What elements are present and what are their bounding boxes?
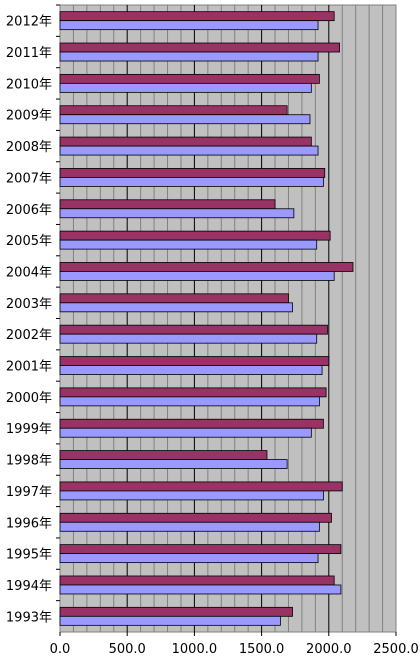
bar-series-2 bbox=[59, 302, 293, 313]
bar-series-2 bbox=[59, 82, 312, 93]
bar-series-2 bbox=[59, 365, 323, 375]
category-label: 1996年 bbox=[6, 516, 52, 531]
category-label: 2005年 bbox=[6, 234, 52, 249]
bar-series-2 bbox=[59, 333, 318, 344]
category-label: 2010年 bbox=[6, 77, 52, 92]
bar-series-1 bbox=[59, 481, 343, 492]
bars bbox=[59, 11, 354, 626]
bar-series-2 bbox=[59, 208, 295, 219]
category-label: 2000年 bbox=[6, 391, 52, 406]
bar-series-1 bbox=[59, 356, 330, 366]
bar-series-1 bbox=[59, 42, 340, 53]
bar-series-1 bbox=[59, 512, 332, 523]
category-label: 2001年 bbox=[6, 360, 52, 375]
bar-series-2 bbox=[59, 459, 288, 469]
x-tick-label: 1500.0 bbox=[239, 642, 285, 657]
bar-series-2 bbox=[59, 521, 320, 532]
bar-series-1 bbox=[59, 606, 293, 617]
bar-series-1 bbox=[59, 575, 335, 586]
category-label: 1993年 bbox=[6, 610, 52, 625]
category-label: 2002年 bbox=[6, 328, 52, 343]
bar-series-1 bbox=[59, 544, 342, 555]
category-label: 1997年 bbox=[6, 485, 52, 500]
bar-series-1 bbox=[59, 105, 288, 116]
bar-series-1 bbox=[59, 199, 276, 210]
x-tick-label: 0.0 bbox=[50, 642, 71, 657]
bar-series-2 bbox=[59, 427, 312, 438]
bar-series-2 bbox=[59, 584, 342, 595]
x-tick-label: 1000.0 bbox=[172, 642, 218, 657]
x-tick-labels: 0.0 500.0 1000.0 1500.0 2000.0 2500.0 bbox=[50, 632, 419, 657]
bar-series-2 bbox=[59, 177, 324, 187]
bar-series-2 bbox=[59, 145, 319, 156]
category-label: 2012年 bbox=[6, 15, 52, 30]
bar-series-2 bbox=[59, 271, 335, 281]
category-label: 1998年 bbox=[6, 454, 52, 469]
category-label: 2008年 bbox=[6, 140, 52, 155]
bar-series-1 bbox=[59, 293, 289, 304]
x-tick-label: 500.0 bbox=[109, 642, 146, 657]
bar-series-2 bbox=[59, 239, 318, 250]
bar-series-1 bbox=[59, 418, 324, 429]
category-label: 2006年 bbox=[6, 203, 52, 218]
category-label: 2011年 bbox=[6, 46, 52, 61]
bar-series-1 bbox=[59, 324, 328, 335]
bar-series-2 bbox=[59, 553, 319, 564]
bar-series-1 bbox=[59, 387, 327, 398]
category-label: 2007年 bbox=[6, 171, 52, 186]
bar-series-2 bbox=[59, 51, 319, 62]
bar-series-2 bbox=[59, 396, 320, 407]
bar-series-1 bbox=[59, 168, 326, 178]
x-tick-label: 2500.0 bbox=[373, 642, 419, 657]
bar-series-1 bbox=[59, 73, 320, 84]
bar-series-1 bbox=[59, 450, 268, 460]
x-tick-label: 2000.0 bbox=[306, 642, 352, 657]
bar-series-2 bbox=[59, 615, 281, 626]
bar-series-2 bbox=[59, 490, 324, 501]
bar-series-1 bbox=[59, 230, 331, 241]
category-label: 2003年 bbox=[6, 297, 52, 312]
category-label: 1995年 bbox=[6, 548, 52, 563]
bar-series-2 bbox=[59, 114, 311, 125]
category-label: 2009年 bbox=[6, 109, 52, 124]
bar-series-1 bbox=[59, 262, 354, 272]
category-label: 1999年 bbox=[6, 422, 52, 437]
bar-series-1 bbox=[59, 11, 335, 22]
category-label: 1994年 bbox=[6, 579, 52, 594]
bar-series-2 bbox=[59, 20, 319, 31]
category-label: 2004年 bbox=[6, 265, 52, 280]
category-labels: 2012年 2011年 2010年 2009年 2008年 2007年 2006年 2005年… bbox=[6, 4, 60, 625]
bar-series-1 bbox=[59, 136, 312, 147]
plot-area bbox=[59, 4, 397, 633]
